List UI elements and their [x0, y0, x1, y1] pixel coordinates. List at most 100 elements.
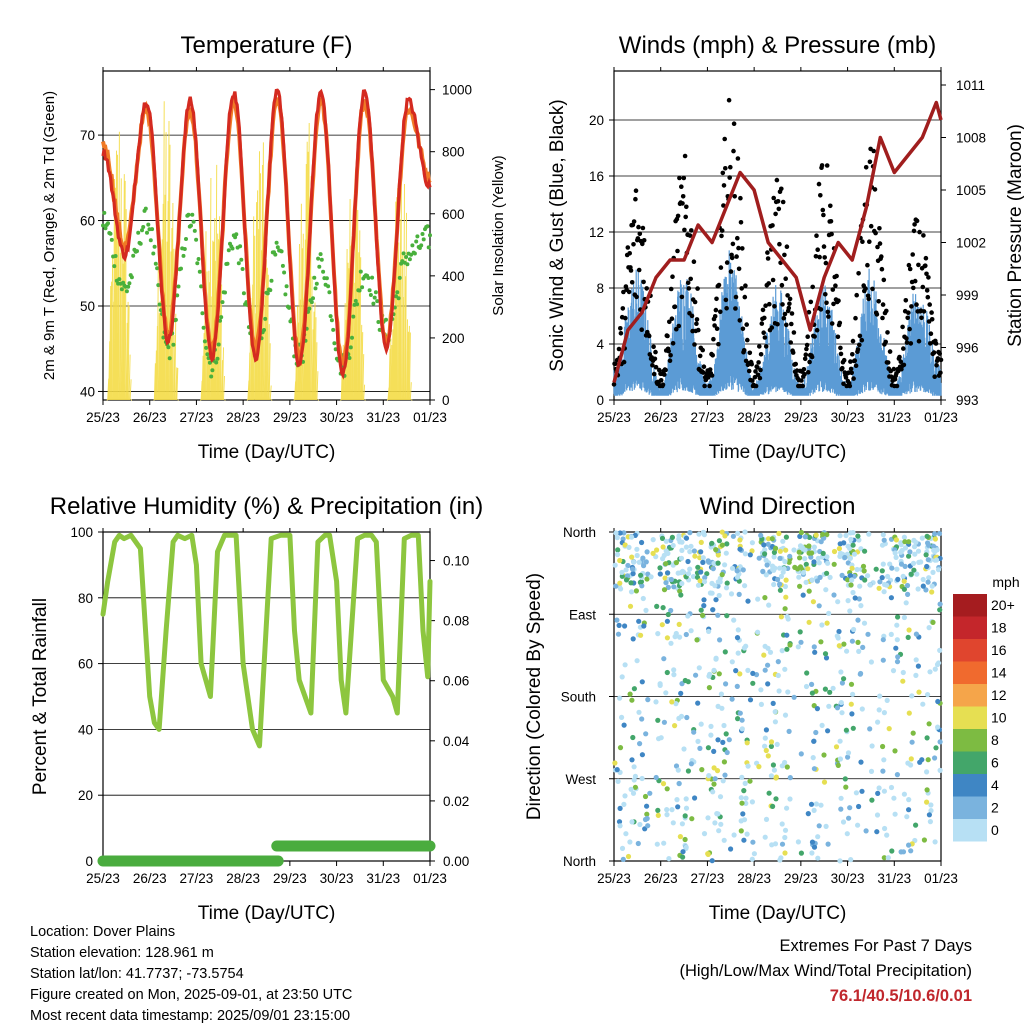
dewpoint-point	[197, 269, 202, 274]
direction-point	[856, 803, 862, 810]
direction-point	[712, 820, 718, 826]
direction-point	[791, 694, 797, 700]
y-tick-label: 4	[596, 337, 604, 352]
direction-point	[653, 774, 659, 781]
direction-point	[629, 534, 635, 540]
gust-point	[616, 346, 622, 352]
direction-point	[771, 549, 778, 556]
gust-point	[662, 372, 667, 377]
gust-point	[938, 357, 944, 363]
gust-point	[782, 252, 787, 258]
dewpoint-point	[401, 251, 406, 256]
direction-point	[710, 566, 716, 572]
direction-point	[780, 569, 786, 575]
direction-point	[783, 594, 789, 600]
gust-point	[670, 341, 676, 346]
direction-point	[862, 548, 868, 554]
dewpoint-point	[376, 320, 381, 324]
direction-point	[784, 646, 790, 652]
x-tick-label: 01/23	[924, 871, 958, 886]
direction-point	[735, 627, 741, 633]
direction-point	[929, 589, 935, 595]
direction-point	[886, 726, 892, 732]
gust-point	[651, 371, 657, 377]
gust-point	[900, 324, 905, 330]
gust-point	[934, 363, 939, 368]
gust-point	[837, 320, 843, 326]
gust-point	[801, 367, 807, 372]
x-tick-label: 29/23	[784, 410, 818, 425]
gust-point	[825, 309, 831, 315]
direction-point	[920, 576, 926, 583]
gust-point	[620, 306, 626, 311]
gust-point	[824, 300, 829, 306]
gust-point	[916, 338, 922, 344]
gust-point	[629, 280, 635, 285]
direction-point	[615, 547, 621, 553]
direction-point	[762, 551, 768, 557]
direction-point	[678, 570, 684, 576]
direction-point	[776, 530, 782, 537]
direction-point	[770, 803, 776, 810]
dewpoint-point	[216, 342, 221, 347]
gust-point	[804, 346, 809, 352]
direction-point	[855, 639, 861, 646]
gust-point	[802, 356, 808, 362]
direction-point	[772, 709, 778, 715]
gust-point	[677, 175, 682, 181]
gust-point	[640, 225, 646, 231]
direction-point	[747, 552, 753, 558]
dewpoint-point	[311, 296, 315, 301]
direction-point	[696, 531, 702, 537]
gust-point	[841, 381, 846, 387]
dewpoint-point	[396, 296, 401, 301]
gust-point	[660, 382, 666, 388]
gust-point	[885, 330, 890, 335]
direction-point	[633, 588, 640, 594]
direction-point	[720, 778, 726, 784]
gust-point	[711, 336, 716, 342]
dewpoint-point	[143, 206, 148, 211]
direction-point	[767, 649, 774, 655]
gust-point	[806, 309, 812, 315]
direction-point	[816, 560, 822, 566]
dewpoint-point	[275, 245, 280, 250]
direction-point	[839, 680, 846, 686]
direction-point	[825, 841, 831, 847]
gust-point	[924, 271, 929, 277]
direction-point	[925, 757, 931, 763]
gust-point	[712, 323, 717, 328]
direction-point	[808, 554, 814, 560]
gust-point	[822, 255, 827, 260]
direction-point	[734, 574, 741, 580]
direction-point	[780, 538, 786, 544]
direction-point	[770, 700, 776, 707]
direction-point	[660, 605, 666, 611]
direction-point	[631, 764, 637, 770]
direction-point	[761, 542, 767, 548]
direction-point	[797, 555, 803, 561]
direction-point	[665, 584, 671, 591]
direction-point	[834, 633, 840, 639]
dewpoint-point	[279, 249, 284, 254]
direction-point	[908, 571, 914, 577]
gust-point	[814, 233, 819, 238]
direction-point	[742, 529, 748, 535]
gust-point	[923, 263, 928, 269]
direction-point	[881, 855, 887, 861]
dewpoint-point	[129, 275, 134, 280]
direction-point	[722, 562, 728, 568]
direction-point	[826, 610, 832, 616]
gust-point	[912, 222, 917, 227]
direction-point	[636, 559, 642, 565]
direction-point	[763, 572, 769, 578]
direction-point	[854, 566, 860, 573]
direction-point	[847, 573, 854, 579]
gust-point	[914, 302, 919, 307]
dewpoint-point	[167, 356, 172, 361]
direction-point	[841, 676, 847, 682]
dewpoint-point	[347, 356, 352, 360]
direction-point	[928, 808, 934, 814]
gust-point	[667, 358, 673, 364]
direction-point	[724, 749, 730, 756]
